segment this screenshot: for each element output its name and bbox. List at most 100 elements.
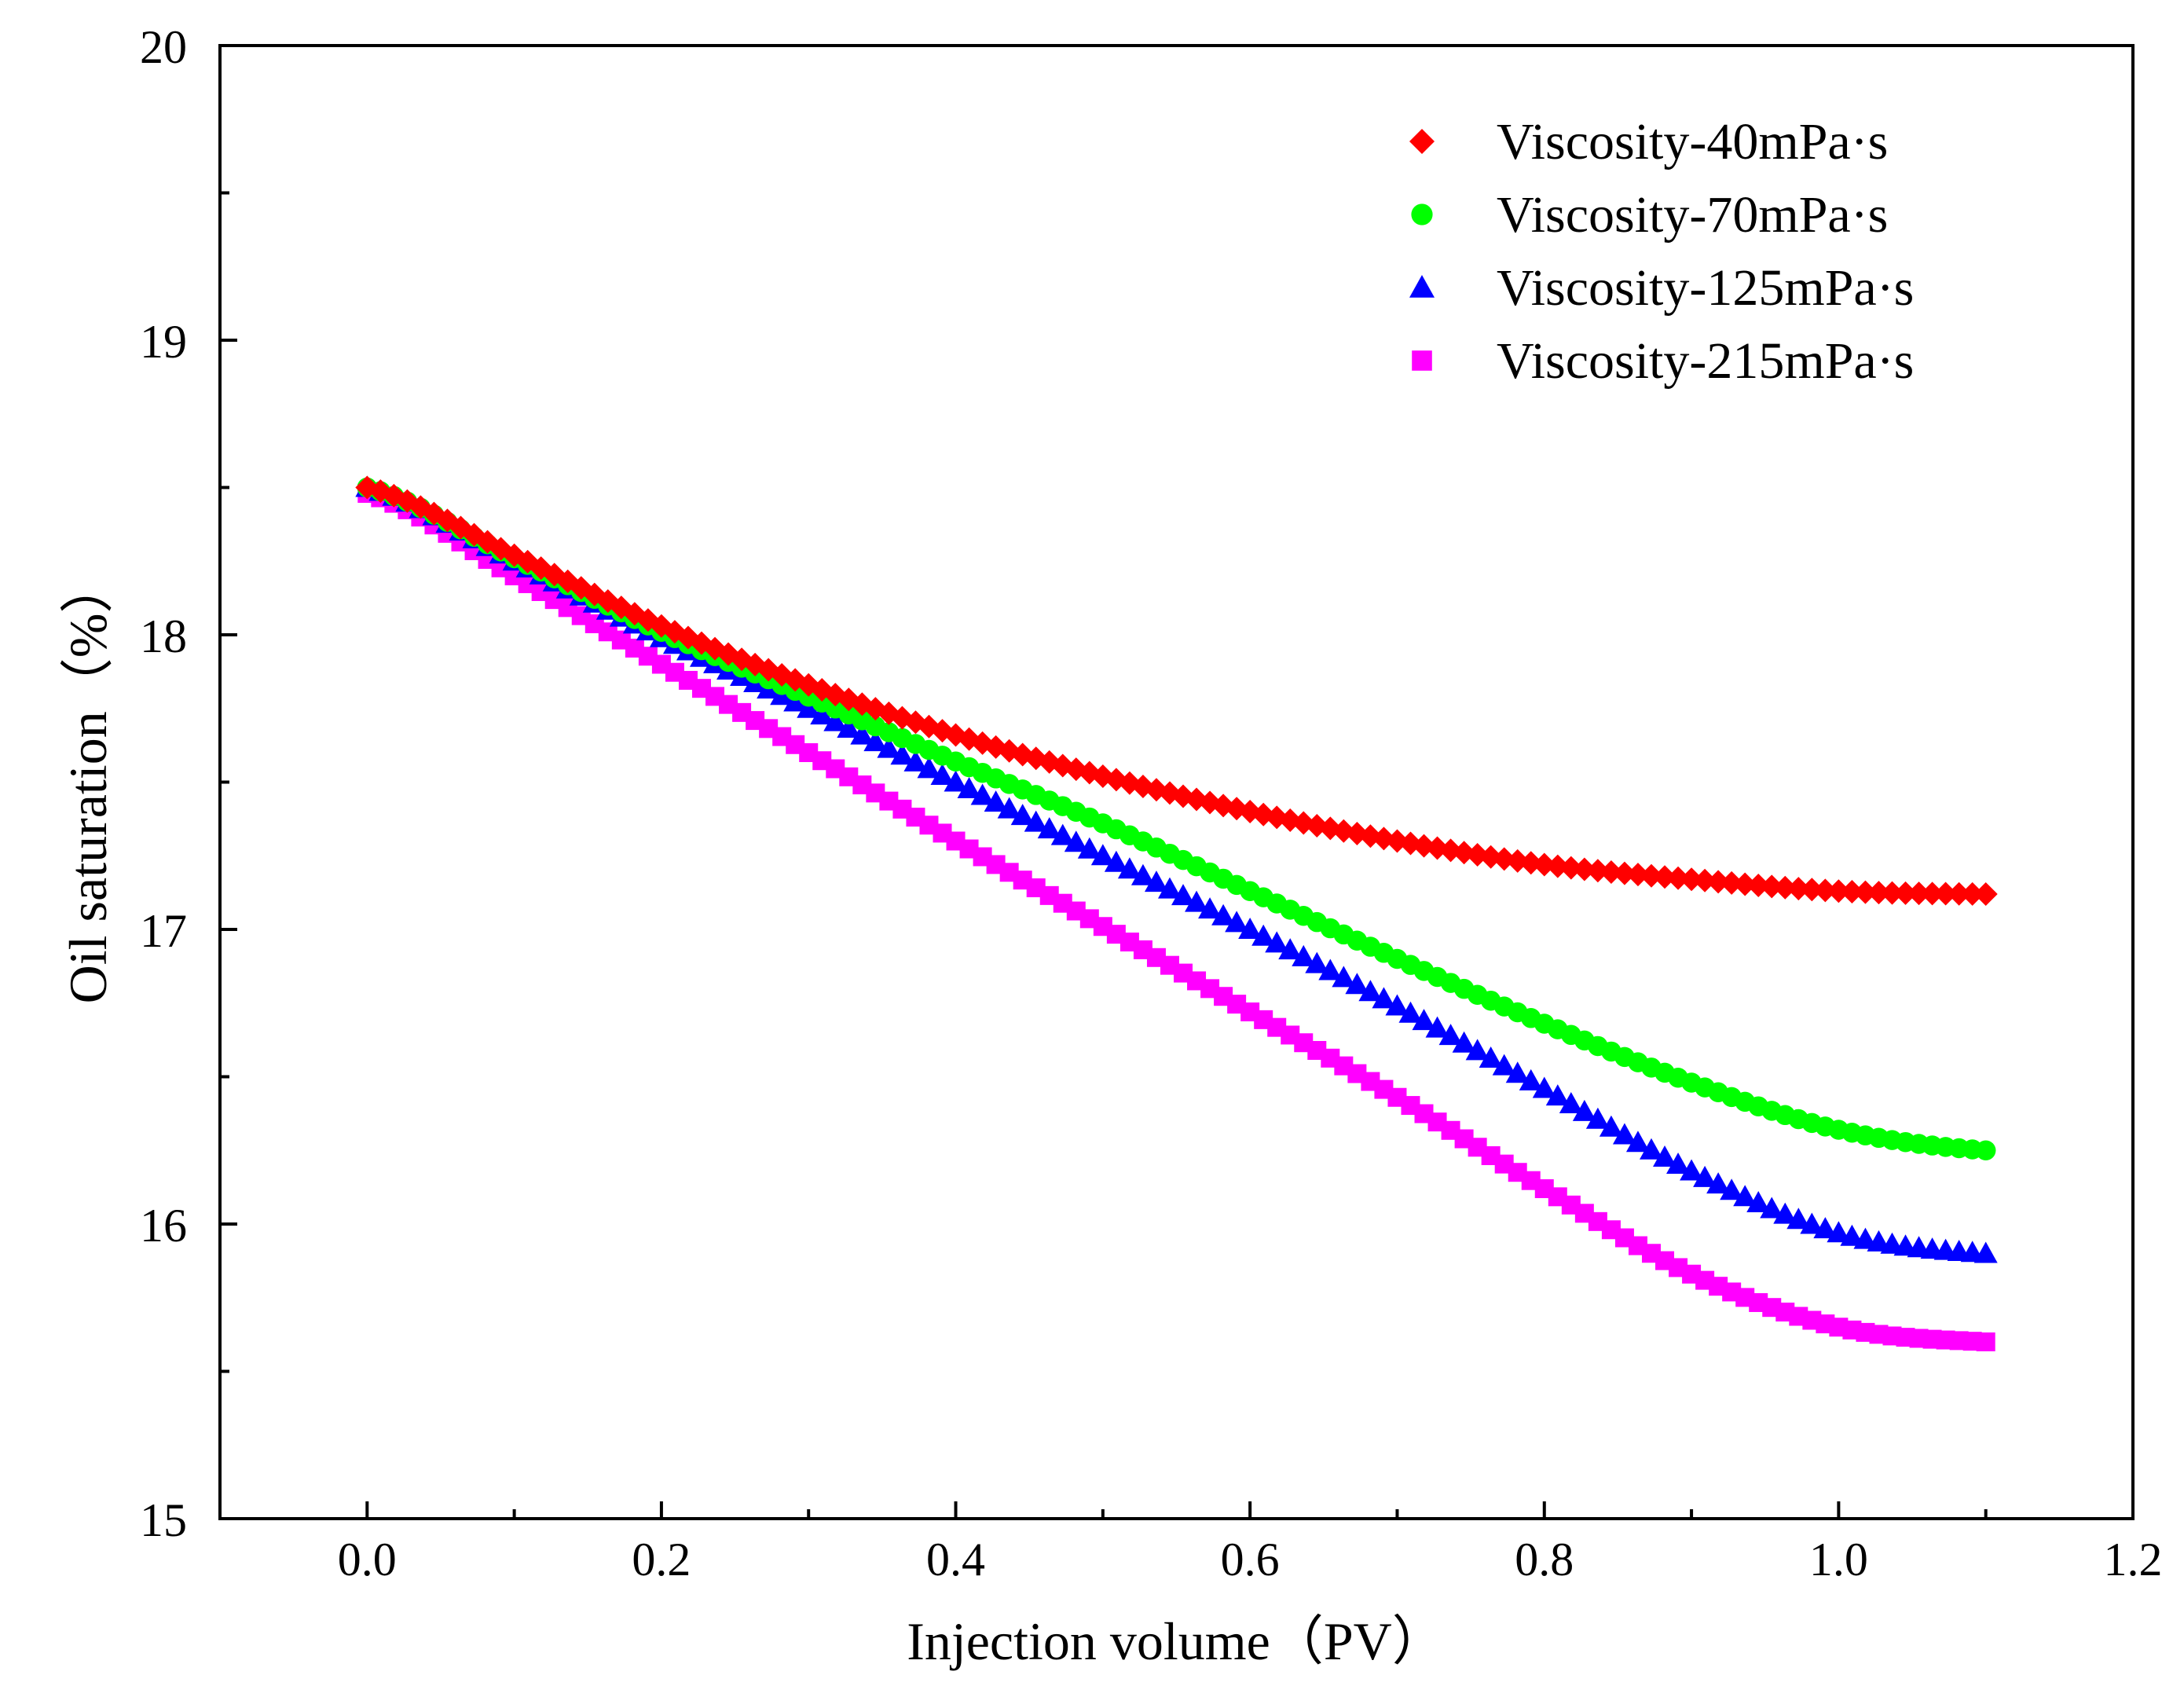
data-point: [1666, 866, 1691, 890]
legend-marker: [1409, 275, 1435, 298]
data-point: [1238, 918, 1262, 939]
data-point: [1867, 881, 1891, 905]
data-point: [1144, 870, 1168, 892]
x-tick-label: 1.2: [2104, 1534, 2163, 1585]
series-3: [357, 484, 1995, 1351]
data-point: [1760, 874, 1784, 899]
data-point: [917, 757, 941, 779]
data-point: [1773, 1202, 1797, 1224]
data-point: [877, 736, 901, 758]
data-point: [1706, 1172, 1731, 1194]
y-tick-label: 18: [140, 610, 187, 662]
data-marks: [355, 475, 1998, 1351]
data-point: [1813, 878, 1838, 903]
data-point: [1372, 987, 1396, 1009]
data-point: [1947, 881, 1971, 906]
data-point: [1733, 1185, 1757, 1207]
data-point: [1385, 994, 1409, 1016]
data-point: [1920, 881, 1944, 906]
data-point: [1706, 870, 1731, 894]
data-point: [997, 797, 1021, 819]
legend-marker: [1409, 129, 1435, 154]
data-point: [1720, 870, 1744, 895]
data-point: [1412, 1009, 1436, 1031]
data-point: [1800, 878, 1824, 902]
data-point: [1345, 973, 1369, 995]
data-point: [957, 777, 981, 799]
data-point: [1117, 857, 1141, 879]
data-point: [797, 696, 821, 718]
data-point: [1318, 958, 1343, 980]
data-point: [837, 717, 861, 739]
data-point: [1572, 1099, 1596, 1121]
data-point: [1104, 850, 1128, 872]
data-point: [1733, 872, 1757, 896]
legend-label: Viscosity-125mPa·s: [1497, 259, 1914, 317]
legend-item: Viscosity-215mPa·s: [1412, 332, 1914, 390]
data-point: [823, 709, 848, 731]
data-point: [1893, 881, 1918, 905]
data-point: [1545, 854, 1570, 878]
x-tick-label: 0.6: [1221, 1534, 1280, 1585]
data-point: [1585, 1107, 1610, 1129]
data-point: [1639, 1138, 1663, 1160]
series-0: [355, 475, 1998, 906]
data-point: [1840, 1224, 1864, 1246]
data-point: [1786, 877, 1811, 901]
data-point: [850, 723, 874, 745]
data-point: [890, 743, 914, 765]
data-point: [1612, 861, 1636, 885]
data-point: [1572, 857, 1596, 881]
data-point: [1827, 1221, 1851, 1243]
data-point: [1773, 875, 1797, 900]
data-point: [1853, 1227, 1878, 1249]
data-point: [1532, 1076, 1556, 1098]
series-1: [357, 477, 1996, 1160]
data-point: [1693, 1165, 1717, 1187]
data-point: [1973, 882, 1998, 906]
y-tick-label: 20: [140, 21, 187, 73]
x-tick-label: 1.0: [1809, 1534, 1868, 1585]
data-point: [1840, 880, 1864, 904]
data-point: [1625, 863, 1650, 887]
data-point: [1880, 881, 1904, 905]
data-point: [1479, 1046, 1503, 1068]
data-point: [1185, 890, 1209, 912]
legend-label: Viscosity-40mPa·s: [1497, 113, 1888, 170]
data-point: [1827, 879, 1851, 903]
data-point: [1813, 1217, 1838, 1239]
data-point: [1452, 1031, 1476, 1053]
data-point: [1090, 844, 1115, 866]
data-point: [984, 790, 1008, 812]
data-point: [1077, 837, 1101, 859]
data-point: [1760, 1197, 1784, 1219]
data-point: [1599, 859, 1623, 884]
data-point: [1211, 903, 1236, 925]
y-tick-label: 17: [140, 905, 187, 957]
data-point: [930, 763, 955, 785]
data-point: [1653, 1145, 1677, 1167]
data-point: [1505, 1061, 1530, 1083]
legend-item: Viscosity-125mPa·s: [1409, 259, 1914, 317]
y-tick-label: 15: [140, 1494, 187, 1546]
data-point: [1064, 830, 1088, 852]
data-point: [1625, 1131, 1650, 1153]
y-axis-label: Oil saturation（%）: [58, 560, 118, 1004]
data-point: [1907, 881, 1931, 906]
data-point: [1050, 823, 1075, 845]
data-point: [1933, 881, 1958, 906]
data-point: [1010, 804, 1035, 826]
data-point: [1171, 884, 1196, 906]
data-point: [1251, 924, 1276, 946]
data-point: [1976, 1332, 1995, 1351]
data-point: [1278, 938, 1303, 960]
data-point: [1599, 1115, 1623, 1137]
x-tick-label: 0.0: [338, 1534, 397, 1585]
data-point: [1559, 1091, 1583, 1113]
data-point: [1492, 1054, 1516, 1076]
data-point: [1037, 817, 1061, 839]
data-point: [1585, 859, 1610, 883]
data-point: [1024, 810, 1048, 832]
data-point: [1225, 911, 1249, 933]
